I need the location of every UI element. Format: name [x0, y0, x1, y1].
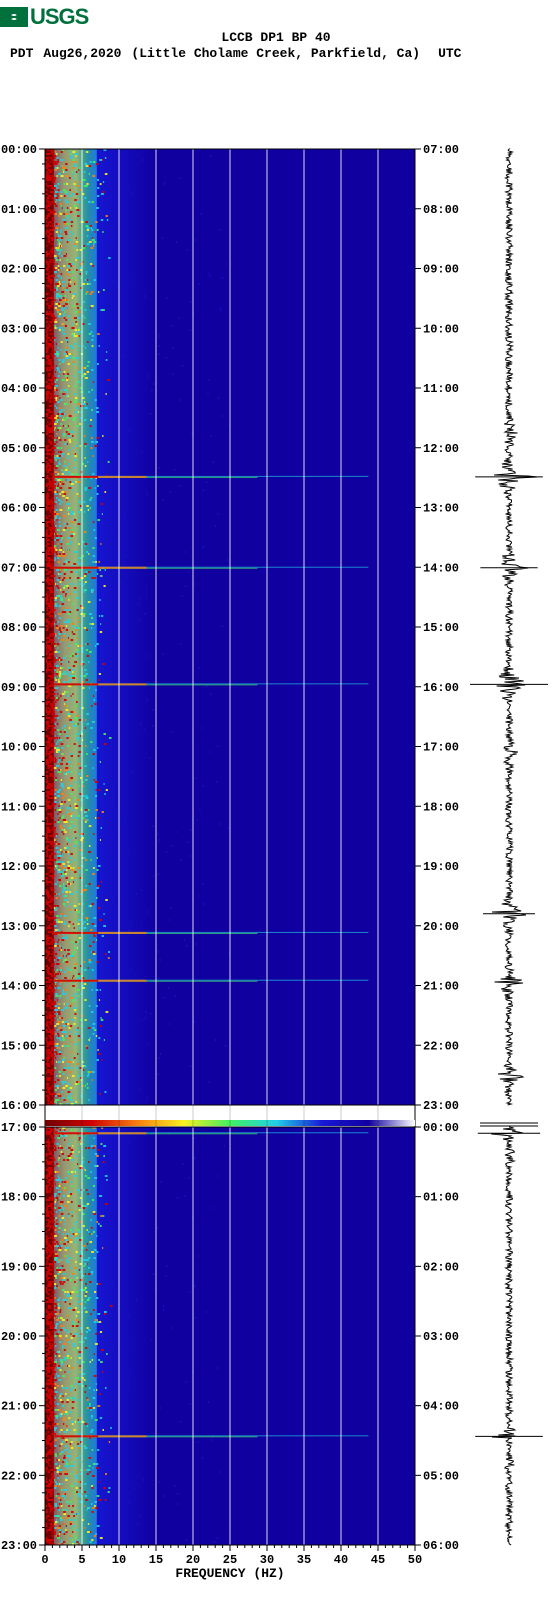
spectrogram-plot: 00:00 01:00 02:00 03:00 04:00 05:00 06:00 07:00…: [0, 61, 552, 1621]
svg-text:19:00: 19:00: [423, 860, 459, 874]
plot-area: 00:00 01:00 02:00 03:00 04:00 05:00 06:00 07:00…: [0, 61, 552, 1621]
svg-text:16:00: 16:00: [1, 1099, 37, 1113]
svg-text:22:00: 22:00: [423, 1039, 459, 1053]
svg-text:18:00: 18:00: [423, 800, 459, 814]
usgs-logo: USGS: [0, 0, 552, 30]
svg-text:13:00: 13:00: [1, 920, 37, 934]
date-label: Aug26,2020: [43, 46, 121, 62]
svg-text:07:00: 07:00: [1, 561, 37, 575]
svg-text:12:00: 12:00: [1, 860, 37, 874]
svg-text:04:00: 04:00: [1, 382, 37, 396]
svg-text:10:00: 10:00: [423, 322, 459, 336]
svg-text:11:00: 11:00: [423, 382, 459, 396]
svg-text:08:00: 08:00: [1, 621, 37, 635]
location-label: (Little Cholame Creek, Parkfield, Ca): [131, 46, 420, 62]
svg-text:08:00: 08:00: [423, 203, 459, 217]
svg-text:12:00: 12:00: [423, 442, 459, 456]
svg-text:09:00: 09:00: [423, 263, 459, 277]
svg-text:21:00: 21:00: [423, 980, 459, 994]
svg-text:13:00: 13:00: [423, 502, 459, 516]
svg-text:14:00: 14:00: [1, 980, 37, 994]
svg-text:15:00: 15:00: [1, 1039, 37, 1053]
svg-text:10:00: 10:00: [1, 741, 37, 755]
svg-text:01:00: 01:00: [1, 203, 37, 217]
logo-wave-icon: [0, 7, 28, 27]
plot-title: LCCB DP1 BP 40: [0, 30, 552, 46]
svg-text:03:00: 03:00: [1, 322, 37, 336]
svg-text:07:00: 07:00: [423, 143, 459, 157]
svg-text:15:00: 15:00: [423, 621, 459, 635]
tz-left-label: PDT: [10, 46, 33, 62]
svg-text:02:00: 02:00: [1, 263, 37, 277]
svg-text:14:00: 14:00: [423, 561, 459, 575]
svg-text:20:00: 20:00: [423, 920, 459, 934]
svg-text:17:00: 17:00: [423, 741, 459, 755]
svg-text:00:00: 00:00: [1, 143, 37, 157]
plot-subtitle: PDT Aug26,2020 (Little Cholame Creek, Pa…: [0, 46, 552, 62]
svg-text:16:00: 16:00: [423, 681, 459, 695]
svg-text:23:00: 23:00: [423, 1099, 459, 1113]
tz-right-label: UTC: [438, 46, 461, 62]
logo-text: USGS: [30, 4, 88, 30]
svg-text:06:00: 06:00: [1, 502, 37, 516]
svg-text:11:00: 11:00: [1, 800, 37, 814]
svg-text:05:00: 05:00: [1, 442, 37, 456]
svg-text:09:00: 09:00: [1, 681, 37, 695]
